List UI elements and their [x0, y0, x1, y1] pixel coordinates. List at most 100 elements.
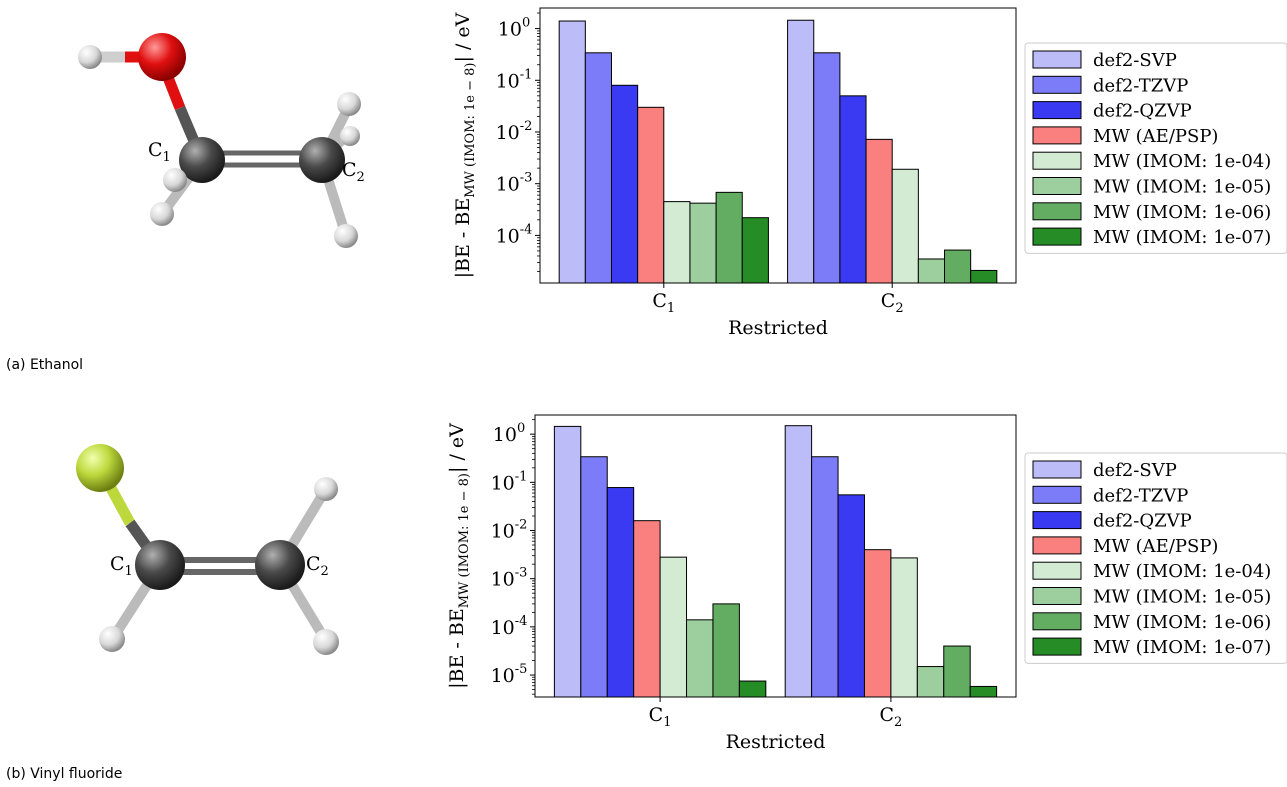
figure-caption-b: (b) Vinyl fluoride: [6, 766, 123, 782]
x-axis-label: Restricted: [726, 731, 826, 753]
legend-swatch: [1032, 587, 1082, 605]
legend-swatch: [1032, 126, 1082, 145]
x-axis-label: Restricted: [728, 317, 828, 339]
bar-mw-imom-1e-05--c1: [689, 202, 717, 284]
hydrogen-atom: [314, 477, 338, 501]
legend-entry-label: MW (IMOM: 1e-04): [1093, 561, 1271, 582]
hydrogen-atom: [313, 629, 339, 655]
hydrogen-atom: [99, 626, 125, 652]
y-axis-label: |BE - BEMW (IMOM: 1e − 8)| / eV: [446, 423, 472, 689]
y-tick-label: 10-4: [496, 222, 533, 247]
bar-mw-imom-1e-05--c2: [917, 258, 946, 284]
legend-entry-label: MW (IMOM: 1e-06): [1093, 612, 1271, 633]
y-tick-label: 10-1: [491, 469, 528, 494]
legend-swatch: [1032, 50, 1082, 69]
legend-box: [1024, 42, 1287, 254]
x-tick-label: C1: [652, 290, 675, 316]
bar-mw-imom-1e-07--c2: [969, 685, 998, 698]
bar-mw-imom-1e-06--c2: [944, 249, 972, 284]
bar-mw-imom-1e-04--c2: [890, 557, 918, 698]
y-tick-label: 100: [498, 16, 530, 41]
panel-ethanol: C1 C2 C1 C2 100 10-1 10-2 10-3 10-4 Restricted |…: [0, 0, 1287, 393]
legend-swatch: [1032, 511, 1082, 530]
bar-def2-svp-c2: [784, 425, 813, 698]
x-tick-label: C2: [881, 290, 904, 316]
carbon-atom-c2: [255, 540, 305, 590]
bar-mw-ae-psp--c2: [863, 549, 892, 698]
legend-entry-label: def2-TZVP: [1093, 75, 1188, 96]
bar-def2-svp-c1: [553, 425, 582, 698]
bar-def2-qzvp-c1: [606, 487, 635, 698]
legend-entry-label: MW (IMOM: 1e-07): [1093, 637, 1271, 658]
x-tick-label: C1: [649, 704, 672, 730]
legend-swatch: [1032, 460, 1082, 479]
bar-def2-svp-c1: [558, 20, 586, 284]
bar-mw-imom-1e-05--c2: [916, 666, 945, 698]
vinyl-fluoride-molecule-image: C1 C2: [76, 444, 339, 655]
figure-caption-a: (a) Ethanol: [6, 357, 84, 373]
bar-mw-imom-1e-04--c1: [659, 556, 688, 698]
oxygen-atom: [138, 33, 186, 81]
bar-mw-ae-psp--c2: [865, 138, 893, 284]
atom-label-c1: C1: [148, 139, 171, 165]
bar-mw-imom-1e-06--c1: [715, 191, 743, 284]
bar-mw-imom-1e-07--c1: [741, 217, 769, 284]
carbon-atom-c1: [135, 540, 185, 590]
legend-swatch: [1032, 536, 1082, 555]
y-tick-label: 10-3: [496, 171, 533, 196]
ethanol-bar-chart: C1 C2 100 10-1 10-2 10-3 10-4 Restricted |BE - B…: [452, 7, 1287, 339]
y-tick-label: 10-3: [491, 566, 528, 591]
ethanol-molecule-image: C1 C2: [78, 33, 365, 248]
bar-mw-imom-1e-06--c1: [712, 603, 740, 698]
bar-def2-tzvp-c2: [811, 456, 839, 698]
legend-entry-label: def2-QZVP: [1093, 101, 1192, 122]
legend-swatch: [1032, 177, 1082, 195]
atom-label-c2: C2: [306, 553, 329, 579]
legend-entry-label: def2-SVP: [1093, 50, 1177, 71]
bar-mw-ae-psp--c1: [633, 520, 661, 698]
bar-mw-imom-1e-07--c1: [738, 680, 767, 698]
hydrogen-atom: [163, 168, 187, 192]
legend-entry-label: MW (IMOM: 1e-04): [1093, 151, 1271, 172]
legend-swatch: [1032, 561, 1082, 580]
y-tick-label: 10-2: [496, 119, 533, 144]
hydrogen-atom: [150, 202, 174, 226]
legend-entry-label: MW (AE/PSP): [1093, 126, 1218, 147]
legend-entry-label: def2-TZVP: [1093, 485, 1188, 506]
y-tick-label: 100: [493, 421, 525, 446]
y-tick-label: 10-5: [491, 662, 528, 687]
legend-entry-label: def2-QZVP: [1093, 511, 1192, 532]
bar-def2-qzvp-c2: [839, 95, 867, 284]
vinyl-fluoride-bar-chart: C1 C2 100 10-1 10-2 10-3 10-4 10-5 Restricted |BE…: [446, 414, 1287, 753]
y-tick-label: 10-2: [491, 518, 528, 543]
bar-mw-imom-1e-05--c1: [686, 619, 714, 698]
carbon-atom-c1: [179, 137, 225, 183]
bar-def2-qzvp-c1: [610, 84, 639, 284]
bar-mw-imom-1e-04--c2: [891, 168, 919, 284]
hydrogen-atom: [340, 126, 360, 146]
bar-mw-imom-1e-06--c2: [943, 645, 971, 698]
legend-entry-label: MW (IMOM: 1e-07): [1093, 227, 1271, 248]
hydrogen-atom: [334, 224, 358, 248]
legend-swatch: [1032, 151, 1082, 170]
bar-mw-imom-1e-04--c1: [663, 201, 691, 284]
bar-def2-svp-c2: [787, 19, 815, 284]
bar-def2-qzvp-c2: [837, 494, 865, 698]
bar-def2-tzvp-c2: [813, 52, 841, 284]
hydrogen-atom: [78, 45, 102, 69]
legend-swatch: [1032, 101, 1082, 120]
hydrogen-atom: [337, 92, 361, 116]
atom-label-c2: C2: [342, 159, 365, 185]
legend-box: [1024, 452, 1287, 664]
bar-def2-tzvp-c1: [580, 456, 608, 698]
legend-entry-label: MW (IMOM: 1e-05): [1093, 177, 1271, 198]
legend-entry-label: MW (IMOM: 1e-06): [1093, 202, 1271, 223]
panel-vinyl-fluoride: C1 C2 C1 C2 100 10-1 10-2 10-3 10-4 10-5 Restric…: [0, 393, 1287, 787]
legend-swatch: [1032, 485, 1082, 504]
legend-swatch: [1032, 75, 1082, 94]
carbon-atom-c2: [299, 137, 345, 183]
legend-swatch: [1032, 612, 1082, 631]
legend-entry-label: MW (IMOM: 1e-05): [1093, 587, 1271, 608]
bar-mw-ae-psp--c1: [637, 106, 665, 284]
y-tick-label: 10-4: [491, 614, 528, 639]
